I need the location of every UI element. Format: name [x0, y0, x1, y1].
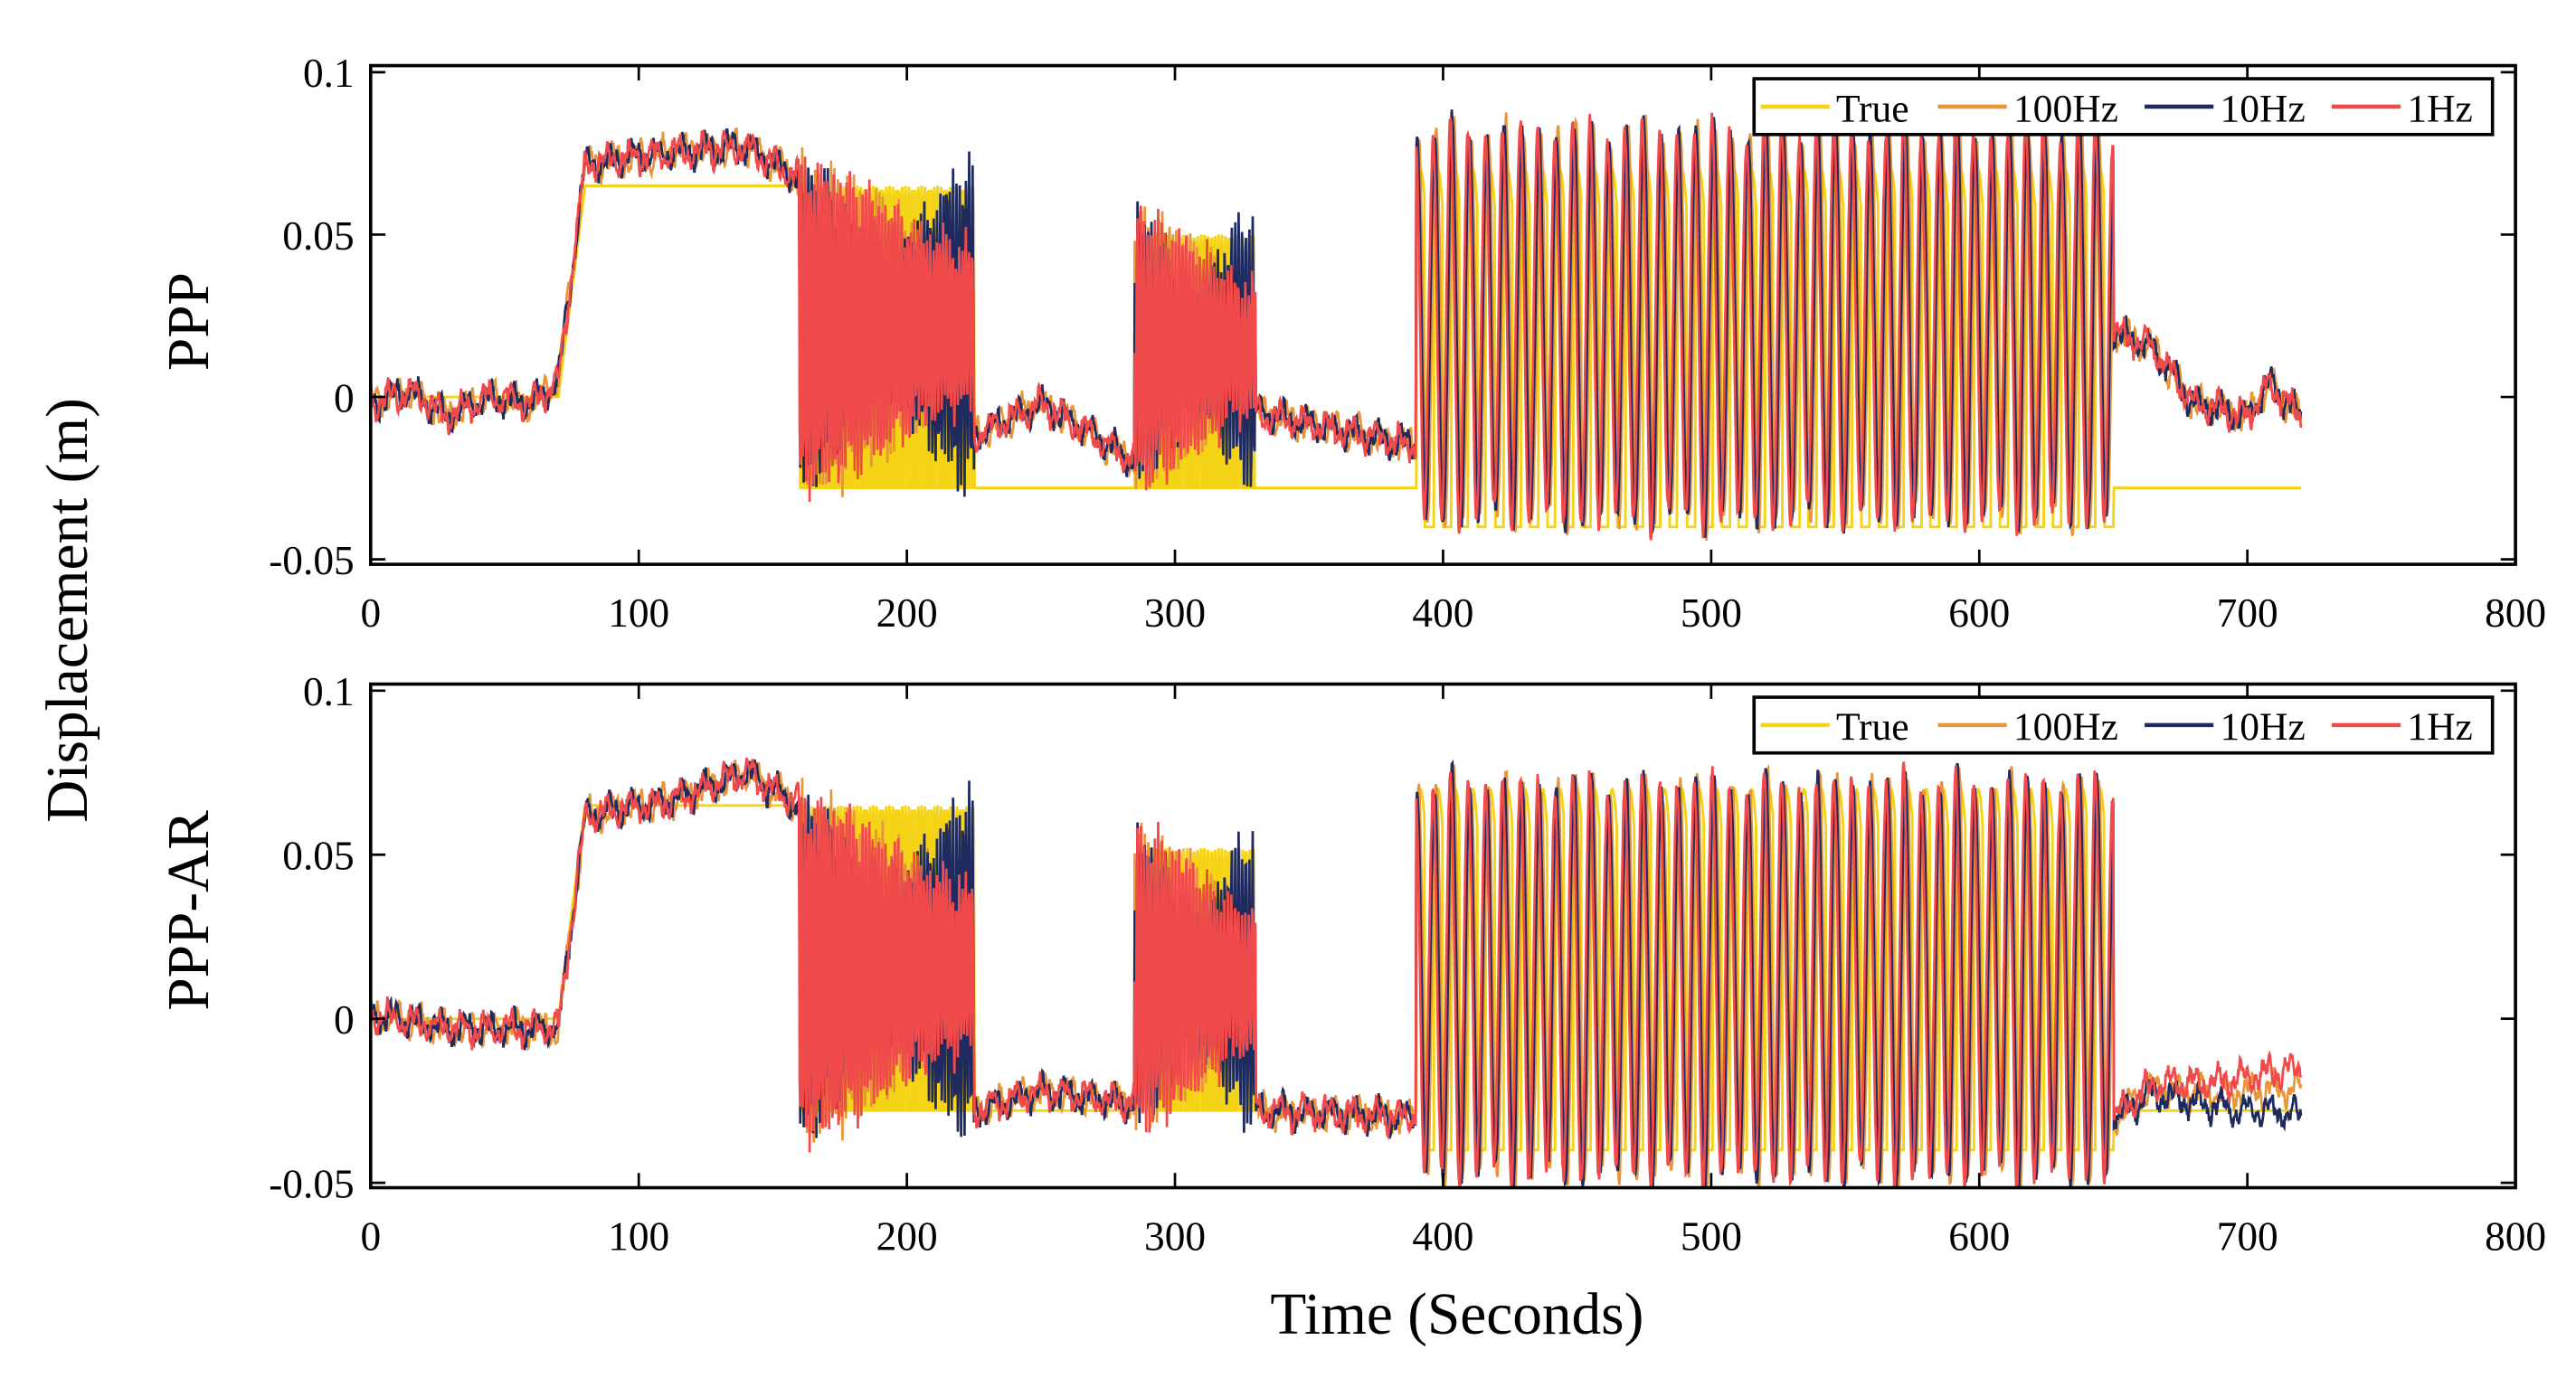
legend-item-10hz: 10Hz — [2145, 87, 2306, 130]
legend-item-100hz: 100Hz — [1937, 705, 2118, 749]
series-line-1hz — [370, 757, 2303, 1188]
x-tick-label: 500 — [1681, 1213, 1742, 1259]
legend-label: 10Hz — [2221, 705, 2306, 749]
y-tick-label: 0 — [334, 375, 355, 420]
y-tick-label: -0.05 — [269, 1161, 354, 1206]
legend-label: 100Hz — [2013, 705, 2118, 749]
panel-ppp: 0 100 200 300 400 500 600 700 800-0.0500.050.1Tr… — [269, 51, 2546, 636]
x-tick-label: 700 — [2217, 590, 2278, 636]
x-tick-label: 600 — [1948, 590, 2010, 636]
x-tick-label: 800 — [2485, 1213, 2546, 1259]
x-tick-label: 100 — [608, 590, 669, 636]
x-tick-label: 600 — [1948, 1213, 2010, 1259]
x-tick-label: 700 — [2217, 1213, 2278, 1259]
x-axis-label: Time (Seconds) — [1270, 1282, 1643, 1347]
legend-item-true: True — [1760, 87, 1909, 130]
panel-ppp-ar: 0 100 200 300 400 500 600 700 800-0.0500.050.1Tr… — [269, 669, 2546, 1259]
y-tick-label: 0 — [334, 997, 355, 1043]
x-tick-label: 0 — [360, 590, 381, 636]
x-tick-label: 100 — [608, 1213, 669, 1259]
y-tick-label: -0.05 — [269, 538, 354, 583]
y-tick-label: 0.05 — [282, 834, 354, 879]
x-tick-label: 300 — [1144, 1213, 1206, 1259]
x-tick-label: 200 — [876, 1213, 938, 1259]
legend-label: 1Hz — [2407, 87, 2473, 130]
x-tick-label: 400 — [1412, 590, 1473, 636]
legend-label: 10Hz — [2221, 87, 2306, 130]
legend-item-10hz: 10Hz — [2145, 705, 2306, 749]
y-tick-label: 0.05 — [282, 213, 354, 259]
series-line-100hz — [370, 759, 2303, 1188]
legend-label: True — [1836, 87, 1909, 130]
y-axis-label: Displacement (m) — [35, 398, 100, 823]
panel-label-ppp: PPP — [156, 272, 222, 371]
legend-label: True — [1836, 705, 1909, 749]
x-tick-label: 0 — [360, 1213, 381, 1259]
legend-label: 100Hz — [2013, 87, 2118, 130]
x-tick-label: 200 — [876, 590, 938, 636]
panel-label-ppp-ar: PPP-AR — [156, 810, 222, 1011]
x-tick-label: 500 — [1681, 590, 1742, 636]
y-tick-label: 0.1 — [303, 51, 355, 96]
x-tick-label: 300 — [1144, 590, 1206, 636]
legend-item-1hz: 1Hz — [2331, 87, 2473, 130]
legend-item-true: True — [1760, 705, 1909, 749]
x-tick-label: 800 — [2485, 590, 2546, 636]
x-tick-label: 400 — [1412, 1213, 1473, 1259]
legend-label: 1Hz — [2407, 705, 2473, 749]
series-line-1hz — [370, 112, 2303, 541]
legend-item-1hz: 1Hz — [2331, 705, 2473, 749]
legend: True 100Hz 10Hz 1Hz — [1752, 77, 2495, 137]
legend-item-100hz: 100Hz — [1937, 87, 2118, 130]
legend: True 100Hz 10Hz 1Hz — [1752, 695, 2495, 755]
y-tick-label: 0.1 — [303, 669, 355, 714]
